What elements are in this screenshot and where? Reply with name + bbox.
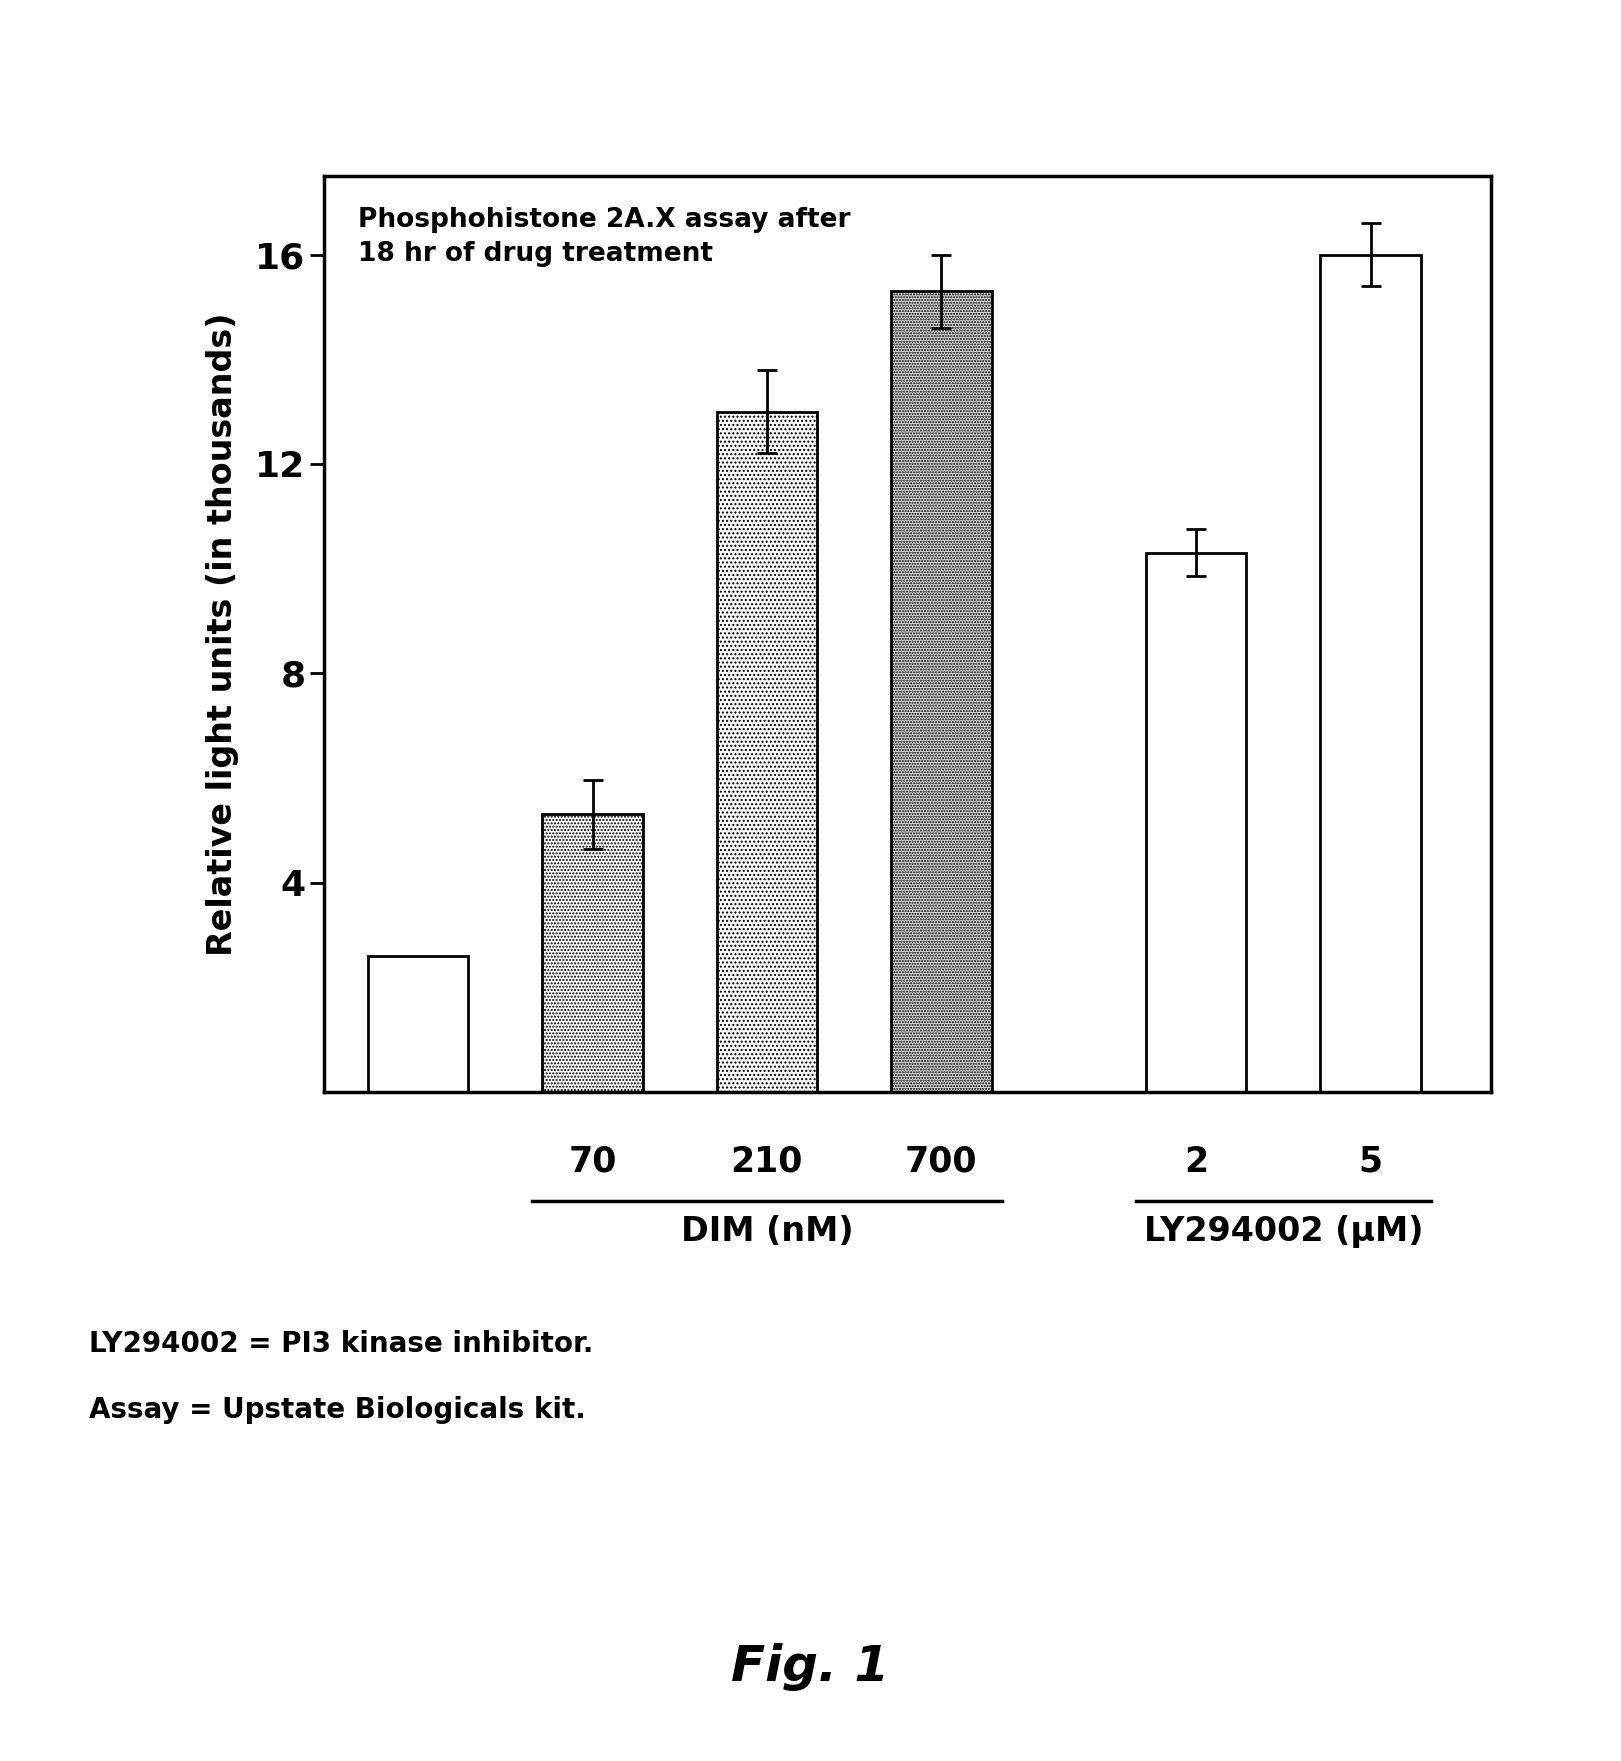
Bar <box>892 291 992 1092</box>
Text: 210: 210 <box>731 1145 802 1178</box>
Bar <box>1146 553 1247 1092</box>
Text: 5: 5 <box>1358 1145 1383 1178</box>
Y-axis label: Relative light units (in thousands): Relative light units (in thousands) <box>206 312 238 956</box>
Bar <box>716 412 817 1092</box>
Text: LY294002 (μM): LY294002 (μM) <box>1144 1215 1423 1249</box>
Bar <box>541 815 644 1092</box>
Bar <box>1319 255 1422 1092</box>
Text: Assay = Upstate Biologicals kit.: Assay = Upstate Biologicals kit. <box>89 1396 587 1425</box>
Text: LY294002 = PI3 kinase inhibitor.: LY294002 = PI3 kinase inhibitor. <box>89 1330 593 1358</box>
Text: 700: 700 <box>905 1145 977 1178</box>
Text: Phosphohistone 2A.X assay after
18 hr of drug treatment: Phosphohistone 2A.X assay after 18 hr of… <box>358 208 851 268</box>
Bar <box>368 956 468 1092</box>
Text: DIM (nM): DIM (nM) <box>681 1215 853 1249</box>
Text: Fig. 1: Fig. 1 <box>731 1643 890 1691</box>
Text: 70: 70 <box>569 1145 616 1178</box>
Text: 2: 2 <box>1183 1145 1208 1178</box>
